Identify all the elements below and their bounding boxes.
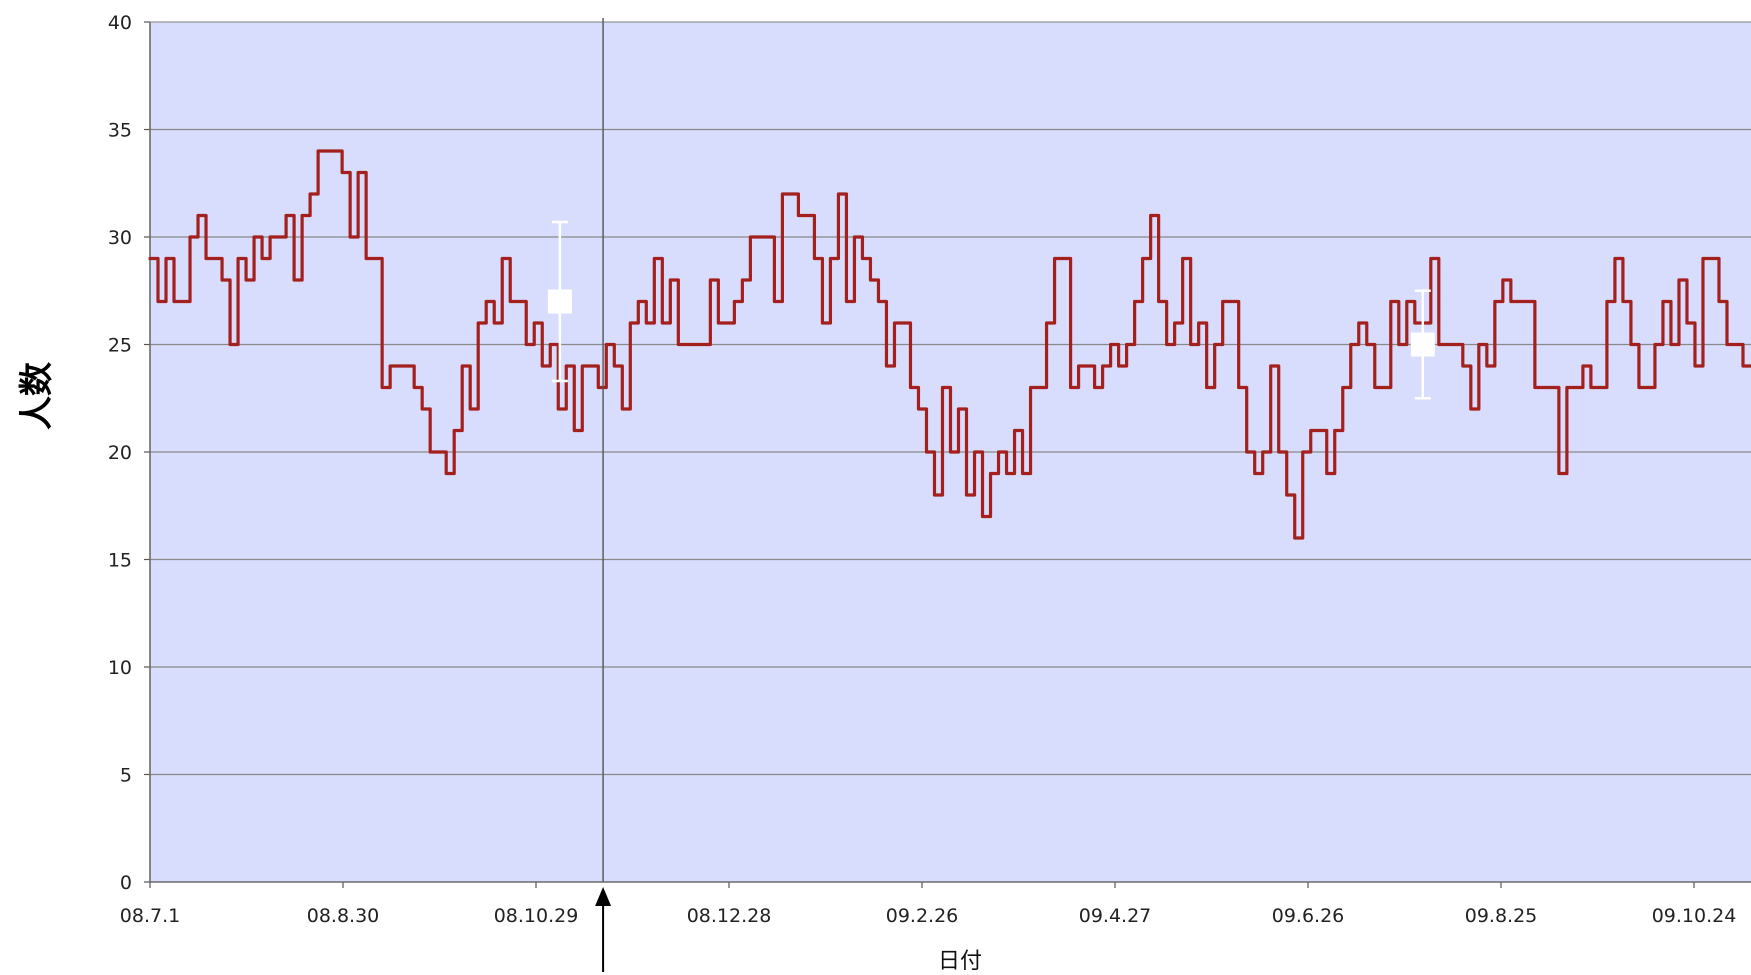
y-tick-label-5: 5 [120, 765, 132, 787]
y-tick-label-35: 35 [108, 120, 132, 142]
x-tick-label-7: 09.8.25 [1465, 905, 1538, 927]
x-tick-labels: 08.7.1 08.8.30 08.10.29 08.12.28 09.2.26 09.4… [120, 882, 1737, 927]
y-axis-label: 人数 [17, 362, 57, 430]
y-tick-label-10: 10 [108, 657, 132, 679]
x-tick-label-2: 08.10.29 [494, 905, 579, 927]
x-tick-label-3: 08.12.28 [687, 905, 772, 927]
x-tick-label-1: 08.8.30 [307, 905, 380, 927]
x-tick-label-0: 08.7.1 [120, 905, 180, 927]
marker-square-1 [1410, 332, 1435, 357]
marker-square-0 [547, 289, 572, 314]
marker-1 [1410, 289, 1435, 400]
axes [149, 21, 1751, 883]
series-line [148, 149, 1751, 540]
arrow-head-0 [595, 887, 612, 906]
marker-0 [547, 220, 572, 383]
y-tick-label-20: 20 [108, 442, 132, 464]
x-tick-label-4: 09.2.26 [886, 905, 959, 927]
y-tick-label-30: 30 [108, 227, 132, 249]
x-tick-label-5: 09.4.27 [1079, 905, 1152, 927]
y-tick-labels: 0 5 10 15 20 25 30 35 40 [108, 12, 132, 894]
annotations [595, 18, 612, 972]
y-tick-label-25: 25 [108, 335, 132, 357]
y-tick-label-15: 15 [108, 550, 132, 572]
y-tick-label-40: 40 [108, 12, 132, 34]
y-tick-label-0: 0 [120, 872, 132, 894]
markers [547, 220, 1435, 400]
x-axis-label: 日付 [938, 949, 982, 974]
x-tick-label-6: 09.6.26 [1272, 905, 1345, 927]
x-tick-label-8: 09.10.24 [1652, 905, 1737, 927]
